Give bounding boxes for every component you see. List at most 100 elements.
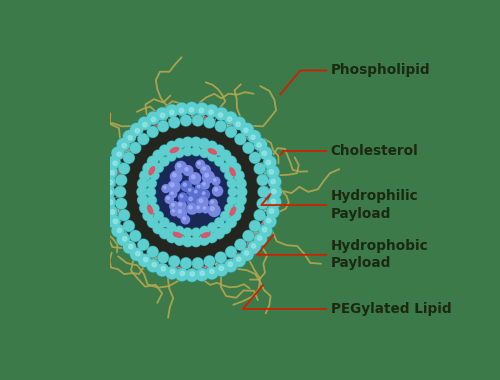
- Ellipse shape: [177, 268, 182, 270]
- Circle shape: [198, 185, 200, 188]
- Circle shape: [156, 264, 168, 276]
- Circle shape: [194, 190, 197, 193]
- Circle shape: [170, 183, 174, 187]
- Circle shape: [204, 207, 206, 209]
- Circle shape: [228, 196, 236, 204]
- Circle shape: [200, 271, 204, 276]
- Circle shape: [264, 156, 276, 169]
- Circle shape: [182, 137, 193, 147]
- Circle shape: [226, 246, 236, 258]
- Circle shape: [138, 117, 151, 130]
- Ellipse shape: [116, 209, 121, 220]
- Circle shape: [228, 187, 237, 196]
- Circle shape: [266, 160, 270, 165]
- Circle shape: [204, 256, 214, 266]
- Circle shape: [233, 254, 245, 267]
- Circle shape: [257, 174, 268, 186]
- Circle shape: [176, 207, 187, 218]
- Circle shape: [193, 116, 203, 125]
- Circle shape: [168, 256, 180, 267]
- Circle shape: [272, 189, 276, 194]
- Circle shape: [266, 206, 280, 218]
- Circle shape: [215, 157, 224, 166]
- Circle shape: [122, 144, 126, 148]
- Circle shape: [193, 189, 201, 197]
- Ellipse shape: [126, 138, 134, 148]
- Circle shape: [190, 137, 202, 147]
- Circle shape: [169, 201, 179, 211]
- Circle shape: [192, 188, 202, 198]
- Circle shape: [103, 196, 115, 208]
- Circle shape: [206, 266, 218, 279]
- Circle shape: [215, 252, 226, 263]
- Circle shape: [196, 160, 205, 169]
- Circle shape: [262, 151, 266, 156]
- Circle shape: [167, 142, 176, 151]
- Circle shape: [202, 206, 209, 213]
- Circle shape: [119, 164, 129, 174]
- Circle shape: [224, 171, 234, 180]
- Ellipse shape: [246, 239, 254, 248]
- Circle shape: [183, 183, 186, 186]
- Circle shape: [225, 260, 236, 272]
- Circle shape: [102, 186, 115, 198]
- Circle shape: [112, 225, 124, 236]
- Circle shape: [119, 210, 129, 220]
- Circle shape: [106, 106, 278, 278]
- Circle shape: [236, 122, 240, 127]
- Circle shape: [150, 204, 159, 213]
- Circle shape: [208, 152, 216, 160]
- Circle shape: [144, 257, 148, 262]
- Circle shape: [268, 196, 281, 208]
- Circle shape: [184, 147, 192, 155]
- Circle shape: [243, 230, 254, 242]
- Circle shape: [158, 253, 168, 263]
- Circle shape: [181, 181, 192, 191]
- Circle shape: [174, 161, 187, 173]
- Circle shape: [187, 187, 195, 195]
- Circle shape: [170, 269, 175, 274]
- Circle shape: [258, 199, 268, 209]
- Circle shape: [210, 269, 214, 274]
- Ellipse shape: [247, 241, 251, 245]
- Circle shape: [206, 141, 217, 152]
- Circle shape: [160, 145, 170, 155]
- Circle shape: [116, 175, 126, 185]
- Circle shape: [236, 187, 247, 197]
- Circle shape: [200, 190, 209, 199]
- Circle shape: [112, 147, 124, 160]
- Circle shape: [174, 235, 185, 245]
- Circle shape: [146, 112, 160, 125]
- Circle shape: [236, 179, 246, 188]
- Circle shape: [138, 255, 150, 266]
- Circle shape: [189, 108, 194, 112]
- Circle shape: [224, 204, 234, 213]
- Circle shape: [175, 139, 184, 148]
- Circle shape: [244, 251, 249, 255]
- Circle shape: [221, 224, 230, 233]
- Circle shape: [202, 181, 209, 189]
- Circle shape: [168, 223, 175, 231]
- Circle shape: [138, 134, 149, 145]
- Circle shape: [260, 147, 272, 160]
- Circle shape: [140, 171, 150, 181]
- Circle shape: [233, 117, 245, 130]
- Circle shape: [170, 171, 182, 183]
- Circle shape: [211, 201, 214, 203]
- Circle shape: [270, 186, 281, 198]
- Circle shape: [179, 203, 182, 206]
- Circle shape: [180, 180, 192, 192]
- Circle shape: [250, 221, 260, 231]
- Circle shape: [102, 185, 115, 198]
- Circle shape: [250, 152, 260, 163]
- Circle shape: [118, 139, 129, 150]
- Circle shape: [254, 210, 264, 220]
- Circle shape: [214, 146, 224, 155]
- Circle shape: [160, 157, 169, 166]
- Circle shape: [148, 218, 158, 227]
- Circle shape: [170, 191, 176, 198]
- Circle shape: [130, 231, 140, 241]
- Circle shape: [162, 184, 170, 193]
- Circle shape: [237, 187, 246, 196]
- Circle shape: [138, 187, 147, 196]
